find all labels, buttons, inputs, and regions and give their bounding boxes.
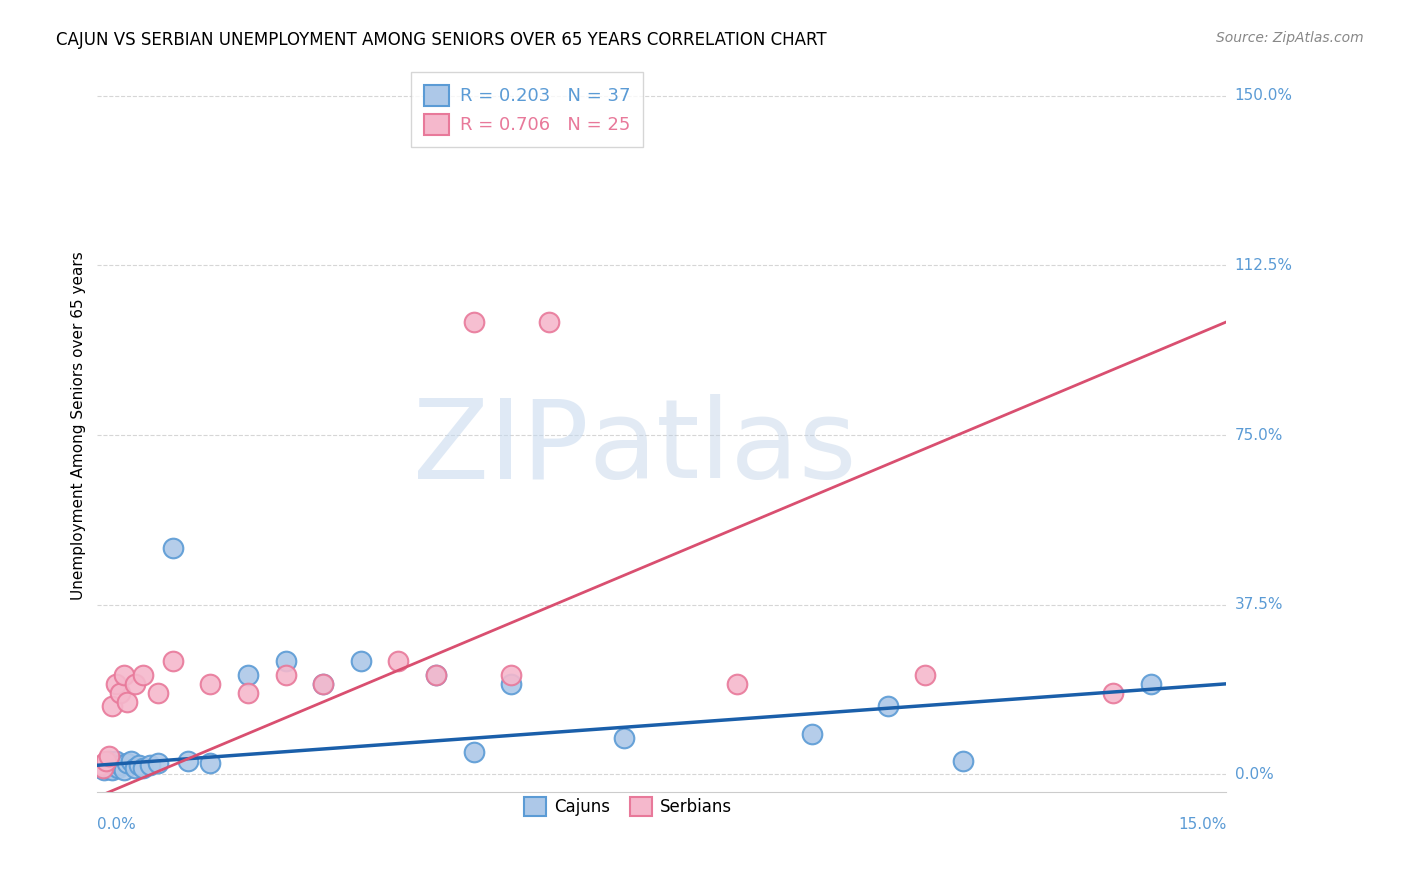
Point <box>537 315 560 329</box>
Point <box>128 758 150 772</box>
Point <box>801 726 824 740</box>
Point <box>93 763 115 777</box>
Point <box>93 760 115 774</box>
Point <box>117 756 139 770</box>
Point <box>162 654 184 668</box>
Point <box>101 699 124 714</box>
Text: 75.0%: 75.0% <box>1234 427 1282 442</box>
Point <box>139 758 162 772</box>
Point <box>876 699 898 714</box>
Point <box>236 667 259 681</box>
Point <box>387 654 409 668</box>
Text: 0.0%: 0.0% <box>97 817 136 832</box>
Point <box>112 763 135 777</box>
Point <box>501 677 523 691</box>
Point <box>117 695 139 709</box>
Point <box>108 686 131 700</box>
Point <box>97 749 120 764</box>
Point <box>1102 686 1125 700</box>
Point <box>236 686 259 700</box>
Point <box>463 745 485 759</box>
Point <box>312 677 335 691</box>
Point <box>274 654 297 668</box>
Text: 112.5%: 112.5% <box>1234 258 1292 273</box>
Text: 15.0%: 15.0% <box>1178 817 1226 832</box>
Point <box>90 758 112 772</box>
Point <box>112 667 135 681</box>
Point <box>162 541 184 555</box>
Point <box>725 677 748 691</box>
Point <box>97 754 120 768</box>
Point <box>101 763 124 777</box>
Point <box>96 754 118 768</box>
Point <box>425 667 447 681</box>
Point <box>312 677 335 691</box>
Point <box>107 760 129 774</box>
Point <box>350 654 373 668</box>
Point <box>105 677 128 691</box>
Point <box>98 760 121 774</box>
Point <box>91 758 114 772</box>
Point <box>131 667 153 681</box>
Point <box>97 758 120 772</box>
Point <box>124 760 146 774</box>
Point <box>146 756 169 770</box>
Text: 37.5%: 37.5% <box>1234 597 1284 612</box>
Point <box>952 754 974 768</box>
Point <box>108 758 131 772</box>
Point <box>100 756 122 770</box>
Text: Source: ZipAtlas.com: Source: ZipAtlas.com <box>1216 31 1364 45</box>
Point <box>274 667 297 681</box>
Text: 150.0%: 150.0% <box>1234 88 1292 103</box>
Text: atlas: atlas <box>589 394 856 501</box>
Point <box>96 760 118 774</box>
Point <box>613 731 636 745</box>
Point <box>131 760 153 774</box>
Point <box>501 667 523 681</box>
Text: 0.0%: 0.0% <box>1234 767 1274 781</box>
Text: ZIP: ZIP <box>413 394 589 501</box>
Point <box>1140 677 1163 691</box>
Y-axis label: Unemployment Among Seniors over 65 years: Unemployment Among Seniors over 65 years <box>72 252 86 600</box>
Legend: Cajuns, Serbians: Cajuns, Serbians <box>516 789 741 824</box>
Point <box>425 667 447 681</box>
Point <box>90 760 112 774</box>
Point <box>103 758 125 772</box>
Point <box>105 754 128 768</box>
Text: CAJUN VS SERBIAN UNEMPLOYMENT AMONG SENIORS OVER 65 YEARS CORRELATION CHART: CAJUN VS SERBIAN UNEMPLOYMENT AMONG SENI… <box>56 31 827 49</box>
Point <box>146 686 169 700</box>
Point <box>914 667 936 681</box>
Point <box>200 677 222 691</box>
Point <box>463 315 485 329</box>
Point <box>200 756 222 770</box>
Point <box>120 754 142 768</box>
Point <box>124 677 146 691</box>
Point <box>176 754 198 768</box>
Point <box>94 756 117 770</box>
